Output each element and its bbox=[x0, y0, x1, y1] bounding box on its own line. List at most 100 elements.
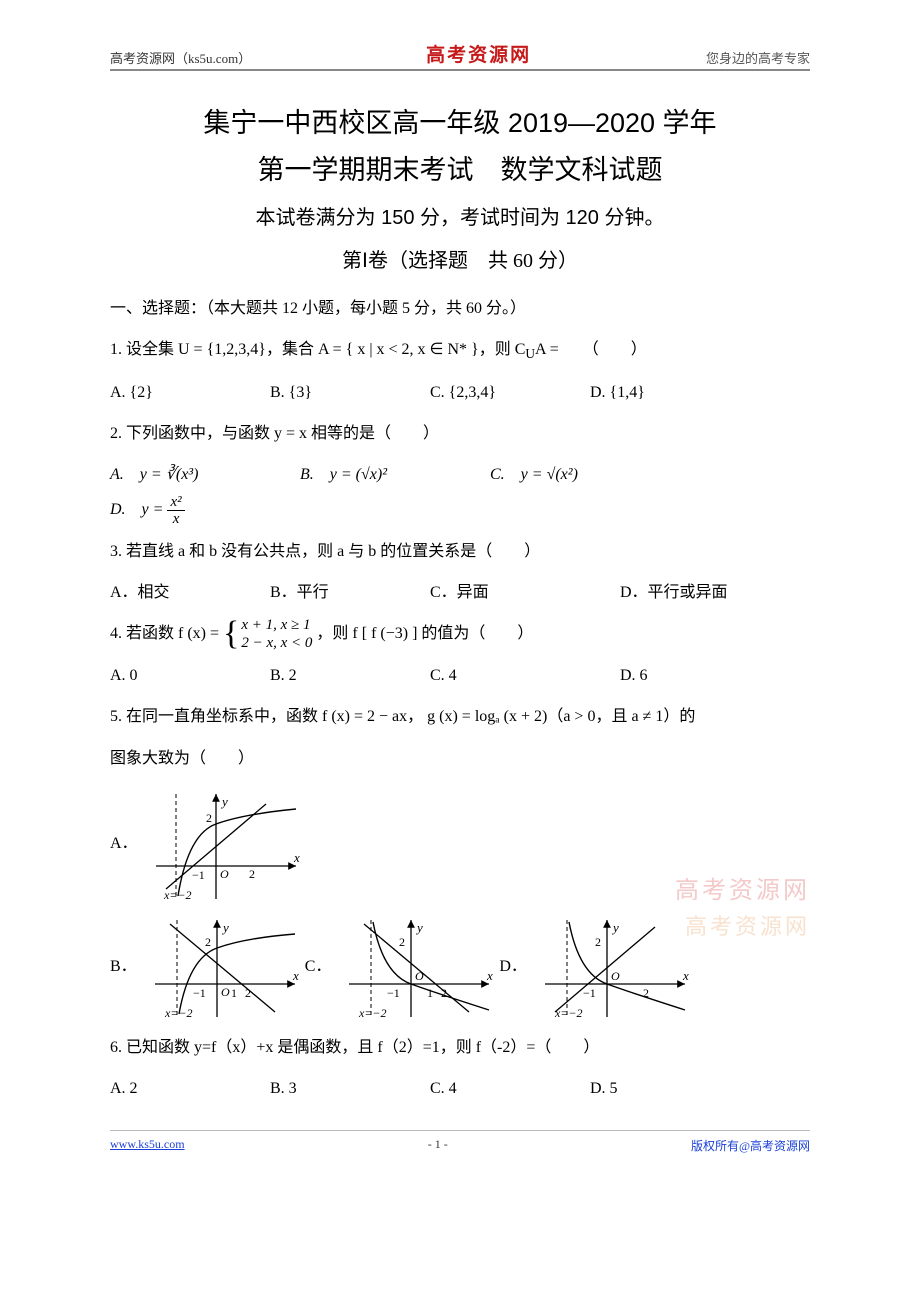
question-2: 2. 下列函数中，与函数 y = x 相等的是（ ） bbox=[110, 416, 810, 451]
question-6: 6. 已知函数 y=f（x）+x 是偶函数，且 f（2）=1，则 f（-2）=（… bbox=[110, 1030, 810, 1065]
header-center-logo: 高考资源网 bbox=[426, 40, 531, 67]
q5-label-c: C． bbox=[305, 949, 332, 984]
q2-opt-d-pre: D. y = bbox=[110, 501, 167, 518]
svg-text:O: O bbox=[415, 969, 424, 983]
q4-case2: 2 − x, x < 0 bbox=[241, 634, 312, 652]
exam-page: 高考资源网（ks5u.com） 高考资源网 您身边的高考专家 集宁一中西校区高一… bbox=[0, 0, 920, 1184]
question-5-line1: 5. 在同一直角坐标系中，函数 f (x) = 2 − ax， g (x) = … bbox=[110, 699, 810, 734]
svg-text:1: 1 bbox=[231, 986, 237, 1000]
svg-text:O: O bbox=[221, 985, 230, 999]
q3-opt-d: D．平行或异面 bbox=[620, 575, 780, 610]
q2-opt-a: A. y = ∛(x³) bbox=[110, 457, 300, 492]
footer-page-number: - 1 - bbox=[428, 1137, 448, 1154]
q6-opt-c: C. 4 bbox=[430, 1071, 590, 1106]
q1-opt-d: D. {1,4} bbox=[590, 375, 750, 410]
q4-opt-c: C. 4 bbox=[430, 658, 620, 693]
svg-text:x=−2: x=−2 bbox=[554, 1006, 583, 1020]
q5-label-d: D． bbox=[499, 949, 527, 984]
q5-graph-d: y x O 2 −1 2 x=−2 bbox=[535, 912, 695, 1022]
q2-d-num: x² bbox=[167, 494, 184, 512]
svg-text:x: x bbox=[292, 968, 299, 983]
question-4: 4. 若函数 f (x) = { x + 1, x ≥ 1 2 − x, x <… bbox=[110, 616, 810, 652]
header-left: 高考资源网（ks5u.com） bbox=[110, 48, 251, 67]
q5-row-a: A． y x O 2 −1 2 x=−2 bbox=[110, 784, 810, 904]
svg-text:2: 2 bbox=[595, 935, 601, 949]
footer-copyright: 版权所有@高考资源网 bbox=[691, 1137, 810, 1154]
questions-body: 一、选择题：（本大题共 12 小题，每小题 5 分，共 60 分。） 1. 设全… bbox=[110, 291, 810, 1106]
q3-options: A．相交 B．平行 C．异面 D．平行或异面 bbox=[110, 575, 810, 610]
header-right: 您身边的高考专家 bbox=[706, 48, 810, 67]
q2-opt-d: D. y = x² x bbox=[110, 492, 270, 527]
q5-graph-a: y x O 2 −1 2 x=−2 bbox=[146, 784, 306, 904]
q1-stem-a: 1. 设全集 U = {1,2,3,4}，集合 A = { x | x < 2,… bbox=[110, 341, 525, 358]
q4-opt-a: A. 0 bbox=[110, 658, 270, 693]
svg-text:2: 2 bbox=[399, 935, 405, 949]
question-5-line2: 图象大致为（ ） bbox=[110, 741, 810, 776]
svg-text:2: 2 bbox=[249, 867, 255, 881]
q5-graph-c: y x O 2 −1 1 2 x=−2 bbox=[339, 912, 499, 1022]
q4-case1: x + 1, x ≥ 1 bbox=[241, 616, 312, 634]
q5-row-bcd: B． y x O 2 −1 1 2 x=−2 C． bbox=[110, 912, 810, 1022]
q2-d-den: x bbox=[170, 511, 183, 528]
svg-text:−1: −1 bbox=[387, 986, 400, 1000]
q3-opt-a: A．相交 bbox=[110, 575, 270, 610]
q2-opt-c: C. y = √(x²) bbox=[490, 457, 680, 492]
svg-text:x: x bbox=[486, 968, 493, 983]
q1-sub: U bbox=[525, 346, 535, 361]
svg-text:O: O bbox=[611, 969, 620, 983]
question-1: 1. 设全集 U = {1,2,3,4}，集合 A = { x | x < 2,… bbox=[110, 332, 810, 369]
header-divider bbox=[110, 69, 810, 71]
svg-text:x=−2: x=−2 bbox=[358, 1006, 387, 1020]
svg-text:2: 2 bbox=[245, 986, 251, 1000]
q1-opt-a: A. {2} bbox=[110, 375, 270, 410]
svg-text:x=−2: x=−2 bbox=[163, 888, 192, 902]
svg-text:y: y bbox=[221, 920, 229, 935]
svg-text:−1: −1 bbox=[193, 986, 206, 1000]
svg-text:−1: −1 bbox=[583, 986, 596, 1000]
q3-opt-c: C．异面 bbox=[430, 575, 620, 610]
brace-icon: { bbox=[223, 617, 239, 651]
q5-label-b: B． bbox=[110, 949, 137, 984]
q6-opt-a: A. 2 bbox=[110, 1071, 270, 1106]
q2-opt-b: B. y = (√x)² bbox=[300, 457, 490, 492]
q2-options: A. y = ∛(x³) B. y = (√x)² C. y = √(x²) D… bbox=[110, 457, 810, 528]
svg-text:2: 2 bbox=[205, 935, 211, 949]
question-3: 3. 若直线 a 和 b 没有公共点，则 a 与 b 的位置关系是（ ） bbox=[110, 534, 810, 569]
q6-opt-d: D. 5 bbox=[590, 1071, 780, 1106]
q2-opt-d-frac: x² x bbox=[167, 494, 184, 528]
svg-text:−1: −1 bbox=[192, 868, 205, 882]
q4-options: A. 0 B. 2 C. 4 D. 6 bbox=[110, 658, 810, 693]
svg-text:x: x bbox=[682, 968, 689, 983]
q1-stem-b: A = （ ） bbox=[535, 341, 647, 358]
section-heading: 第Ⅰ卷（选择题 共 60 分） bbox=[110, 244, 810, 273]
section-intro: 一、选择题：（本大题共 12 小题，每小题 5 分，共 60 分。） bbox=[110, 291, 810, 326]
q3-opt-b: B．平行 bbox=[270, 575, 430, 610]
page-footer: www.ks5u.com - 1 - 版权所有@高考资源网 bbox=[110, 1130, 810, 1154]
q4-opt-b: B. 2 bbox=[270, 658, 430, 693]
q6-options: A. 2 B. 3 C. 4 D. 5 bbox=[110, 1071, 810, 1106]
page-header: 高考资源网（ks5u.com） 高考资源网 您身边的高考专家 bbox=[110, 40, 810, 67]
svg-text:y: y bbox=[220, 794, 228, 809]
q4-stem-a: 4. 若函数 f (x) = bbox=[110, 625, 223, 642]
svg-text:y: y bbox=[611, 920, 619, 935]
q4-piecewise: { x + 1, x ≥ 1 2 − x, x < 0 bbox=[223, 616, 312, 652]
svg-text:2: 2 bbox=[441, 986, 447, 1000]
q4-cases: x + 1, x ≥ 1 2 − x, x < 0 bbox=[241, 616, 312, 652]
q5-graph-b: y x O 2 −1 1 2 x=−2 bbox=[145, 912, 305, 1022]
title-line-1: 集宁一中西校区高一年级 2019—2020 学年 bbox=[110, 101, 810, 140]
q5-label-a: A． bbox=[110, 826, 138, 861]
q1-opt-b: B. {3} bbox=[270, 375, 430, 410]
footer-url: www.ks5u.com bbox=[110, 1137, 185, 1154]
svg-text:1: 1 bbox=[427, 986, 433, 1000]
q6-opt-b: B. 3 bbox=[270, 1071, 430, 1106]
q4-opt-d: D. 6 bbox=[620, 658, 780, 693]
svg-text:2: 2 bbox=[643, 986, 649, 1000]
title-info: 本试卷满分为 150 分，考试时间为 120 分钟。 bbox=[110, 201, 810, 230]
q1-opt-c: C. {2,3,4} bbox=[430, 375, 590, 410]
svg-text:O: O bbox=[220, 867, 229, 881]
svg-text:x=−2: x=−2 bbox=[164, 1006, 193, 1020]
q1-options: A. {2} B. {3} C. {2,3,4} D. {1,4} bbox=[110, 375, 810, 410]
svg-text:x: x bbox=[293, 850, 300, 865]
svg-text:y: y bbox=[415, 920, 423, 935]
q4-stem-b: ，则 f [ f (−3) ] 的值为（ ） bbox=[316, 625, 533, 642]
